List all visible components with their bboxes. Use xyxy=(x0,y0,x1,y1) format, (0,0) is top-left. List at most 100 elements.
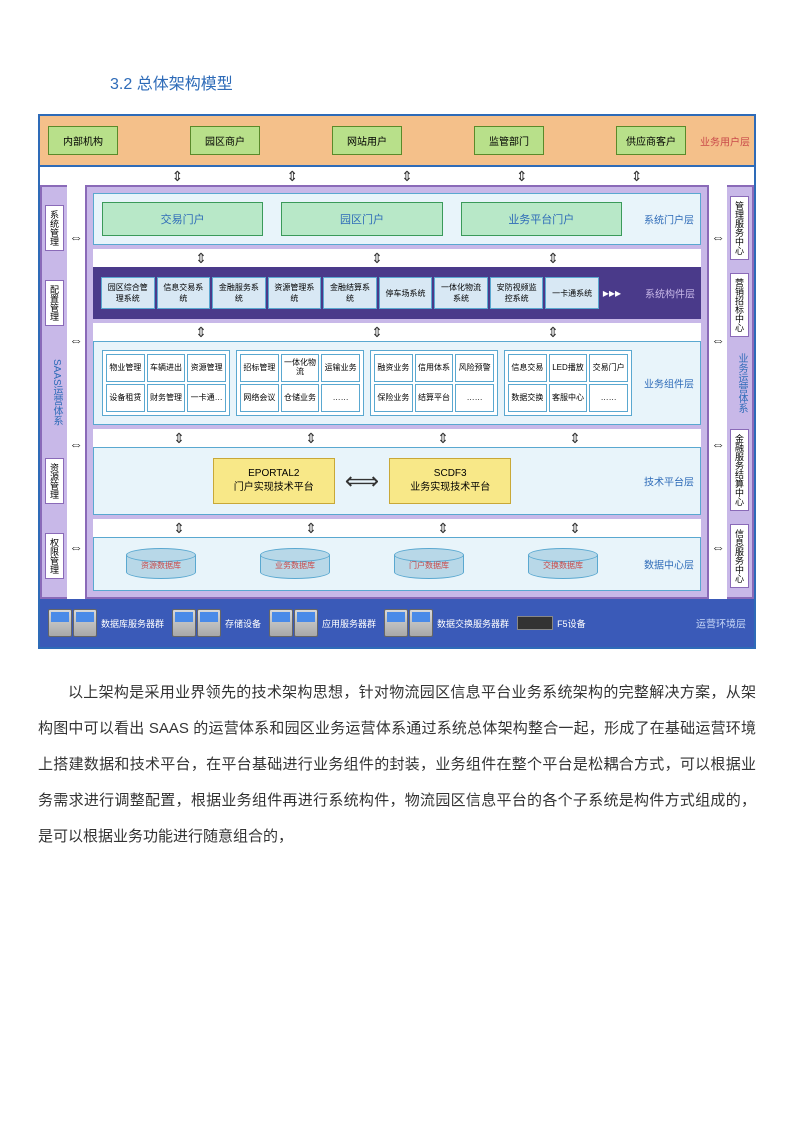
bizcomp-cell: 物业管理 xyxy=(106,354,145,382)
bizcomp-cell: 交易门户 xyxy=(589,354,628,382)
syscomp-box: 信息交易系统 xyxy=(157,277,211,309)
server-icon xyxy=(73,609,97,637)
server-icon xyxy=(384,609,408,637)
bizcomp-cell: 结算平台 xyxy=(415,384,454,412)
bizcomp-cell: 风险预警 xyxy=(455,354,494,382)
syscomp-box: 资源管理系统 xyxy=(268,277,322,309)
bizcomp-cell: 设备租赁 xyxy=(106,384,145,412)
bizcomp-cell: 仓储业务 xyxy=(281,384,320,412)
bizcomp-cell: 一体化物流 xyxy=(281,354,320,382)
tech-layer-label: 技术平台层 xyxy=(644,474,694,489)
center-stack: 交易门户园区门户业务平台门户 系统门户层 ⇕⇕⇕ 园区综合管理系统信息交易系统金… xyxy=(85,185,709,599)
left-rail-title: SAAS运营体系 xyxy=(45,355,64,430)
bizcomp-group: 物业管理车辆进出资源管理设备租赁财务管理一卡通… xyxy=(102,350,230,416)
arrow-row: ⇕⇕⇕ xyxy=(93,323,701,341)
syscomp-box: 园区综合管理系统 xyxy=(101,277,155,309)
h-arrows: ⇔⇔⇔⇔ xyxy=(67,185,85,599)
bizcomp-cell: 信用体系 xyxy=(415,354,454,382)
syscomp-box: 金融服务系统 xyxy=(212,277,266,309)
database-icon: 交换数据库 xyxy=(528,548,598,580)
database-icon: 资源数据库 xyxy=(126,548,196,580)
server-icon xyxy=(294,609,318,637)
bizcomp-cell: …… xyxy=(589,384,628,412)
h-arrows: ⇔⇔⇔⇔ xyxy=(709,185,727,599)
description-paragraph: 以上架构是采用业界领先的技术架构思想，针对物流园区信息平台业务系统架构的完整解决… xyxy=(38,675,756,855)
bizcomp-cell: …… xyxy=(321,384,360,412)
bizcomp-cell: 信息交易 xyxy=(508,354,547,382)
database-icon: 业务数据库 xyxy=(260,548,330,580)
bizcomp-cell: 招标管理 xyxy=(240,354,279,382)
rail-item: 资源管理 xyxy=(45,458,64,504)
architecture-diagram: 内部机构 园区商户 网站用户 监管部门 供应商客户 业务用户层 ⇕⇕⇕⇕⇕ 系统管理 配… xyxy=(38,114,756,649)
bizcomp-cell: 数据交换 xyxy=(508,384,547,412)
user-box: 内部机构 xyxy=(48,126,118,155)
data-layer-label: 数据中心层 xyxy=(644,557,694,572)
bizcomp-cell: 客服中心 xyxy=(549,384,588,412)
bizcomp-cell: 车辆进出 xyxy=(147,354,186,382)
tech-layer: EPORTAL2门户实现技术平台 ⟺ SCDF3业务实现技术平台 技术平台层 xyxy=(93,447,701,515)
rail-item: 权限管理 xyxy=(45,533,64,579)
left-rail: 系统管理 配置管理 SAAS运营体系 资源管理 权限管理 xyxy=(40,185,67,599)
arrow-row: ⇕⇕⇕⇕⇕ xyxy=(40,167,754,185)
portal-box: 园区门户 xyxy=(281,202,442,236)
rail-item: 金融服务结算中心 xyxy=(730,429,749,511)
user-box: 园区商户 xyxy=(190,126,260,155)
data-layer: 资源数据库 业务数据库 门户数据库 交换数据库 数据中心层 xyxy=(93,537,701,591)
rail-item: 营销招标中心 xyxy=(730,273,749,337)
bizcomp-cell: 一卡通… xyxy=(187,384,226,412)
infra-layer-label: 运营环境层 xyxy=(696,616,746,631)
infra-item: F5设备 xyxy=(517,616,586,630)
syscomp-box: 安防视频监控系统 xyxy=(490,277,544,309)
bidir-arrow-icon: ⟺ xyxy=(345,467,379,496)
user-box: 供应商客户 xyxy=(616,126,686,155)
syscomp-box: 一卡通系统 xyxy=(545,277,599,309)
arrow-row: ⇕⇕⇕⇕ xyxy=(93,429,701,447)
user-layer: 内部机构 园区商户 网站用户 监管部门 供应商客户 业务用户层 xyxy=(40,116,754,167)
arrow-row: ⇕⇕⇕⇕ xyxy=(93,519,701,537)
server-icon xyxy=(197,609,221,637)
bizcomp-layer-label: 业务组件层 xyxy=(644,376,694,391)
bizcomp-cell: 保险业务 xyxy=(374,384,413,412)
right-rail-title: 业务运营体系 xyxy=(730,349,749,417)
syscomp-box: 停车场系统 xyxy=(379,277,433,309)
portal-box: 业务平台门户 xyxy=(461,202,622,236)
portal-box: 交易门户 xyxy=(102,202,263,236)
infra-item: 应用服务器群 xyxy=(269,609,376,637)
bizcomp-group: 融资业务信用体系风险预警保险业务结算平台…… xyxy=(370,350,498,416)
bizcomp-cell: 融资业务 xyxy=(374,354,413,382)
bizcomp-cell: 财务管理 xyxy=(147,384,186,412)
rail-item: 信息服务中心 xyxy=(730,524,749,588)
bizcomp-cell: LED播放 xyxy=(549,354,588,382)
rail-item: 系统管理 xyxy=(45,205,64,251)
bizcomp-cell: …… xyxy=(455,384,494,412)
rail-item: 管理服务中心 xyxy=(730,196,749,260)
bizcomp-cell: 运输业务 xyxy=(321,354,360,382)
infra-item: 数据交换服务器群 xyxy=(384,609,509,637)
user-box: 监管部门 xyxy=(474,126,544,155)
infra-item: 数据库服务器群 xyxy=(48,609,164,637)
tech-box: SCDF3业务实现技术平台 xyxy=(389,458,511,504)
right-rail: 管理服务中心 营销招标中心 业务运营体系 金融服务结算中心 信息服务中心 xyxy=(727,185,754,599)
bizcomp-layer: 物业管理车辆进出资源管理设备租赁财务管理一卡通…招标管理一体化物流运输业务网络会… xyxy=(93,341,701,425)
database-icon: 门户数据库 xyxy=(394,548,464,580)
infra-item: 存储设备 xyxy=(172,609,261,637)
portal-layer: 交易门户园区门户业务平台门户 系统门户层 xyxy=(93,193,701,245)
main-area: 系统管理 配置管理 SAAS运营体系 资源管理 权限管理 ⇔⇔⇔⇔ 交易门户园区… xyxy=(40,185,754,599)
bizcomp-group: 信息交易LED播放交易门户数据交换客服中心…… xyxy=(504,350,632,416)
server-icon xyxy=(172,609,196,637)
tech-box: EPORTAL2门户实现技术平台 xyxy=(213,458,335,504)
syscomp-box: 金融结算系统 xyxy=(323,277,377,309)
server-icon xyxy=(269,609,293,637)
bizcomp-cell: 资源管理 xyxy=(187,354,226,382)
user-layer-label: 业务用户层 xyxy=(700,133,750,148)
bizcomp-cell: 网络会议 xyxy=(240,384,279,412)
syscomp-box: 一体化物流系统 xyxy=(434,277,488,309)
user-box: 网站用户 xyxy=(332,126,402,155)
rail-item: 配置管理 xyxy=(45,280,64,326)
section-heading: 3.2 总体架构模型 xyxy=(110,70,756,94)
bizcomp-group: 招标管理一体化物流运输业务网络会议仓储业务…… xyxy=(236,350,364,416)
syscomp-layer: 园区综合管理系统信息交易系统金融服务系统资源管理系统金融结算系统停车场系统一体化… xyxy=(93,267,701,319)
portal-layer-label: 系统门户层 xyxy=(644,212,694,227)
syscomp-layer-label: 系统构件层 xyxy=(645,286,695,301)
infra-layer: 数据库服务器群存储设备应用服务器群数据交换服务器群 F5设备 运营环境层 xyxy=(40,599,754,647)
